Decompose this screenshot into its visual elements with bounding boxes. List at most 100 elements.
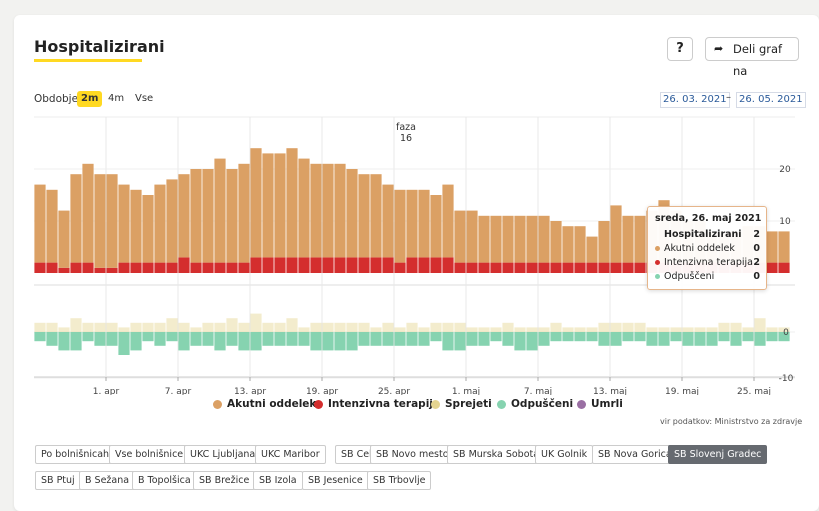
bar-odpusceni	[370, 332, 382, 346]
bar-intenzivna-terapija	[478, 262, 490, 273]
hospital-button[interactable]: B Topolšica	[132, 471, 197, 490]
period-2m-button[interactable]: 2m	[77, 91, 103, 107]
hospital-button[interactable]: B Sežana	[79, 471, 136, 490]
bar-akutni-oddelek	[262, 153, 274, 258]
bar-sprejeti	[502, 322, 514, 332]
bar-intenzivna-terapija	[58, 267, 70, 273]
hospital-button[interactable]: SB Nova Gorica	[592, 445, 678, 464]
legend-label: Odpuščeni	[511, 398, 574, 410]
bar-sprejeti	[694, 327, 706, 332]
bar-intenzivna-terapija	[322, 257, 334, 273]
bar-sprejeti	[178, 322, 190, 332]
bar-odpusceni	[562, 332, 574, 342]
bar-sprejeti	[598, 322, 610, 332]
bar-odpusceni	[106, 332, 118, 346]
bar-akutni-oddelek	[394, 189, 406, 263]
hospital-button[interactable]: SB Trbovlje	[367, 471, 432, 490]
bar-intenzivna-terapija	[166, 262, 178, 273]
bar-intenzivna-terapija	[382, 257, 394, 273]
bar-akutni-oddelek	[346, 169, 358, 258]
legend-label: Akutni oddelek	[227, 398, 317, 410]
bar-sprejeti	[130, 322, 142, 332]
bar-intenzivna-terapija	[34, 262, 46, 273]
tooltip-row-acute: Akutni oddelek 0	[655, 243, 760, 255]
legend-dot	[577, 400, 586, 409]
bar-sprejeti	[622, 322, 634, 332]
bar-intenzivna-terapija	[358, 257, 370, 273]
bar-odpusceni	[286, 332, 298, 346]
help-button[interactable]: ?	[667, 37, 693, 61]
hospital-button[interactable]: SB Brežice	[193, 471, 256, 490]
hospital-button[interactable]: SB Ptuj	[35, 471, 81, 490]
share-button[interactable]: ➦ Deli graf na	[705, 37, 799, 78]
y-tick-label: 20	[779, 165, 791, 175]
bar-akutni-oddelek	[634, 215, 646, 263]
bar-akutni-oddelek	[574, 226, 586, 263]
hospital-button[interactable]: SB Novo mesto	[370, 445, 455, 464]
bar-intenzivna-terapija	[454, 262, 466, 273]
hospitalized-chart[interactable]: 1. apr 7. apr 13. apr 19. apr 25. apr 1. maj 7…	[0, 0, 819, 395]
hospital-button[interactable]: UK Golnik	[535, 445, 594, 464]
bar-sprejeti	[550, 322, 562, 332]
bar-sprejeti	[514, 327, 526, 332]
bar-intenzivna-terapija	[142, 262, 154, 273]
date-from-input[interactable]: 26. 03. 2021	[660, 92, 730, 108]
bar-akutni-oddelek	[94, 174, 106, 268]
legend-label: Intenzivna terapija	[328, 398, 440, 410]
x-tick-label: 7. maj	[524, 387, 552, 395]
bar-sprejeti	[154, 322, 166, 332]
bar-akutni-oddelek	[454, 210, 466, 263]
bar-sprejeti	[250, 313, 262, 332]
bar-sprejeti	[538, 327, 550, 332]
hospital-button[interactable]: Po bolnišnicah	[35, 445, 116, 464]
tooltip-date: sreda, 26. maj 2021	[655, 213, 762, 224]
hospital-button[interactable]: Vse bolnišnice	[109, 445, 190, 464]
bar-sprejeti	[226, 318, 238, 332]
bar-akutni-oddelek	[418, 189, 430, 258]
bar-sprejeti	[562, 327, 574, 332]
bar-odpusceni	[526, 332, 538, 351]
y-tick-label: -10	[779, 374, 794, 384]
bar-sprejeti	[142, 322, 154, 332]
hospital-button[interactable]: SB Murska Sobota	[447, 445, 546, 464]
bar-odpusceni	[358, 332, 370, 346]
hospital-button[interactable]: SB Jesenice	[302, 471, 369, 490]
hospital-button[interactable]: UKC Ljubljana	[184, 445, 262, 464]
bar-akutni-oddelek	[466, 210, 478, 263]
bar-odpusceni	[226, 332, 238, 346]
bar-intenzivna-terapija	[298, 257, 310, 273]
bar-odpusceni	[34, 332, 46, 342]
bar-odpusceni	[658, 332, 670, 346]
bar-odpusceni	[394, 332, 406, 346]
hospital-button[interactable]: UKC Maribor	[255, 445, 326, 464]
bar-sprejeti	[286, 318, 298, 332]
tooltip-row-discharged: Odpuščeni 0	[655, 271, 760, 283]
hospital-button[interactable]: SB Izola	[253, 471, 303, 490]
bar-akutni-oddelek	[526, 215, 538, 263]
bar-odpusceni	[118, 332, 130, 355]
bar-odpusceni	[310, 332, 322, 351]
tooltip-value: 0	[753, 243, 760, 254]
bar-odpusceni	[298, 332, 310, 346]
bar-odpusceni	[418, 332, 430, 346]
bar-odpusceni	[598, 332, 610, 346]
bar-intenzivna-terapija	[82, 262, 94, 273]
bar-intenzivna-terapija	[562, 262, 574, 273]
share-icon: ➦	[714, 42, 724, 55]
bar-akutni-oddelek	[142, 195, 154, 263]
bar-odpusceni	[46, 332, 58, 346]
bar-sprejeti	[70, 318, 82, 332]
bar-odpusceni	[274, 332, 286, 346]
bar-odpusceni	[778, 332, 790, 342]
bar-akutni-oddelek	[70, 174, 82, 263]
hospital-button-selected[interactable]: SB Slovenj Gradec	[668, 445, 768, 464]
bar-akutni-oddelek	[766, 231, 778, 263]
bar-sprejeti	[118, 327, 130, 332]
bar-sprejeti	[718, 322, 730, 332]
date-to-input[interactable]: 26. 05. 2021	[736, 92, 806, 108]
period-all-button[interactable]: Vse	[135, 93, 154, 104]
period-4m-button[interactable]: 4m	[108, 93, 125, 104]
bar-intenzivna-terapija	[70, 262, 82, 273]
bar-sprejeti	[658, 327, 670, 332]
bar-odpusceni	[670, 332, 682, 342]
